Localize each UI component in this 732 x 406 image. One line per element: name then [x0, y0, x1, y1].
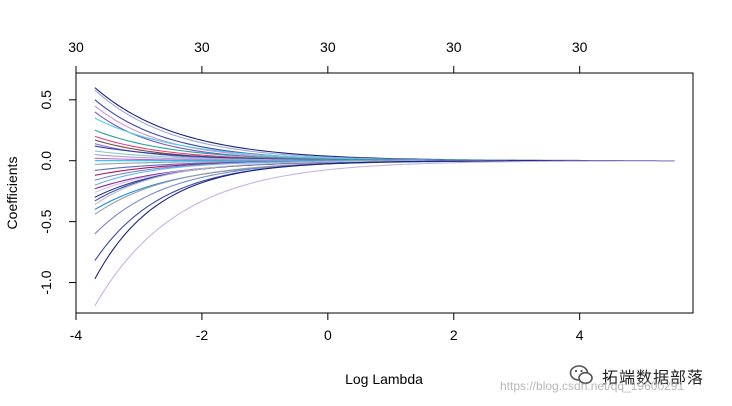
coefficient-path-line — [94, 105, 675, 162]
x-tick-label: -2 — [196, 327, 209, 343]
x-tick-label: 2 — [450, 327, 458, 343]
top-tick-label: 30 — [572, 39, 588, 55]
top-tick-label: 30 — [446, 39, 462, 55]
coefficient-path-line — [94, 160, 675, 306]
wechat-logo-icon — [569, 365, 593, 385]
y-tick-label: -0.5 — [38, 209, 54, 233]
x-tick-label: 4 — [576, 327, 584, 343]
x-tick-label: -4 — [70, 327, 83, 343]
series-layer — [94, 87, 675, 306]
top-tick-label: 30 — [68, 39, 84, 55]
x-axis-label: Log Lambda — [345, 371, 423, 387]
coefficient-path-line — [94, 89, 675, 162]
coefficient-path-line — [94, 99, 675, 162]
coefficient-path-line — [94, 117, 675, 162]
x-axis: -4 -2 0 2 4 — [70, 312, 584, 343]
y-tick-label: 0.0 — [38, 151, 54, 171]
coefficient-path-line — [94, 160, 675, 261]
coefficient-path-line — [94, 87, 675, 162]
y-axis-label: Coefficients — [4, 157, 20, 230]
y-tick-label: 0.5 — [38, 90, 54, 110]
watermark-url: https://blog.csdn.net/qq_19600291 — [500, 379, 685, 393]
coefficient-path-line — [94, 160, 675, 176]
y-axis: 0.5 0.0 -0.5 -1.0 — [38, 90, 77, 295]
top-axis: 30 30 30 30 30 — [68, 39, 588, 73]
coefficient-path-line — [94, 160, 675, 210]
top-tick-label: 30 — [320, 39, 336, 55]
plot-frame — [75, 72, 694, 314]
y-tick-label: -1.0 — [38, 270, 54, 294]
x-tick-label: 0 — [324, 327, 332, 343]
watermark-brand: 拓端数据部落 — [602, 368, 705, 387]
top-tick-label: 30 — [194, 39, 210, 55]
coefficient-path-line — [94, 160, 675, 215]
